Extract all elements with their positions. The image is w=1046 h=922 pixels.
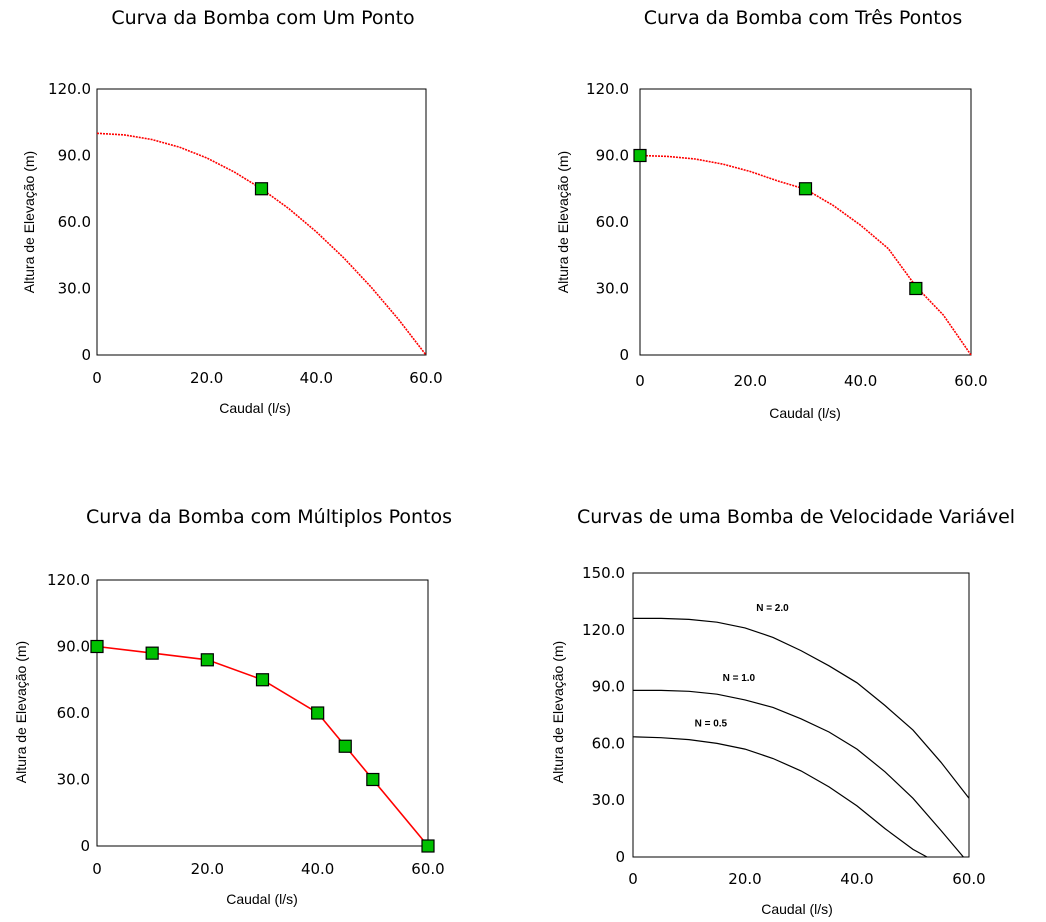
data-point-marker <box>798 182 813 196</box>
y-tick-label: 120.0 <box>586 80 629 98</box>
y-axis-label: Altura de Elevação (m) <box>13 641 29 783</box>
data-point-marker <box>633 148 647 163</box>
series-label: N = 0.5 <box>695 719 728 730</box>
y-tick-label: 30.0 <box>592 791 625 809</box>
y-tick-label: 120.0 <box>47 571 90 589</box>
y-tick-label: 60.0 <box>596 213 629 231</box>
x-tick-label: 0 <box>92 860 102 878</box>
x-tick-label: 40.0 <box>301 860 334 878</box>
chart-title: Curvas de uma Bomba de Velocidade Variáv… <box>577 506 1015 528</box>
pump-curve-line <box>96 132 427 356</box>
plot-frame <box>639 88 972 356</box>
y-tick-label: 30.0 <box>58 280 91 298</box>
data-point-marker <box>909 281 923 296</box>
plot-frame <box>96 88 427 356</box>
y-tick-label: 30.0 <box>57 771 90 789</box>
series-label: N = 2.0 <box>756 603 789 614</box>
plot-frame <box>632 572 970 858</box>
plot-area <box>633 148 972 356</box>
chart-title: Curva da Bomba com Um Ponto <box>111 7 414 29</box>
x-tick-label: 40.0 <box>840 870 873 888</box>
data-point-marker <box>366 772 380 787</box>
y-tick-label: 150.0 <box>582 564 625 582</box>
data-point-marker <box>255 673 270 687</box>
x-axis-label: Caudal (l/s) <box>226 891 298 907</box>
x-axis-label: Caudal (l/s) <box>769 405 841 421</box>
x-axis-ticks: 0 20.0 40.0 60.0 <box>92 369 442 387</box>
series-line <box>633 689 964 858</box>
x-tick-label: 60.0 <box>409 369 442 387</box>
x-tick-label: 60.0 <box>954 372 987 390</box>
y-axis-label: Altura de Elevação (m) <box>21 151 37 293</box>
x-tick-label: 40.0 <box>300 369 333 387</box>
x-tick-label: 20.0 <box>191 860 224 878</box>
data-point-marker <box>200 653 214 667</box>
data-point-marker <box>311 706 325 720</box>
y-tick-label: 60.0 <box>57 704 90 722</box>
y-tick-label: 90.0 <box>58 147 91 165</box>
x-axis-ticks: 0 20.0 40.0 60.0 <box>92 860 444 878</box>
x-tick-label: 60.0 <box>411 860 444 878</box>
y-axis-label: Altura de Elevação (m) <box>555 151 571 293</box>
chart-three-points: Curva da Bomba com Três Pontos 0 30.0 60.0… <box>555 7 988 421</box>
x-tick-label: 20.0 <box>190 369 223 387</box>
y-tick-label: 90.0 <box>596 147 629 165</box>
y-tick-label: 120.0 <box>582 621 625 639</box>
x-axis-label: Caudal (l/s) <box>219 400 291 416</box>
y-axis-ticks: 0 30.0 60.0 90.0 120.0 <box>586 80 629 364</box>
y-tick-label: 90.0 <box>592 678 625 696</box>
y-axis-ticks: 0 30.0 60.0 90.0 120.0 <box>48 80 91 364</box>
series-label: N = 1.0 <box>723 673 756 684</box>
x-axis-label: Caudal (l/s) <box>761 901 833 917</box>
y-axis-label: Altura de Elevação (m) <box>550 641 566 783</box>
x-tick-label: 20.0 <box>728 870 761 888</box>
chart-variable-speed: Curvas de uma Bomba de Velocidade Variáv… <box>550 506 1015 917</box>
plot-frame <box>96 579 429 847</box>
x-axis-ticks: 0 20.0 40.0 60.0 <box>635 372 987 390</box>
y-axis-ticks: 0 30.0 60.0 90.0 120.0 <box>47 571 90 855</box>
series-line <box>632 736 928 858</box>
chart-multiple-points: Curva da Bomba com Múltiplos Pontos 0 30.… <box>13 506 452 907</box>
data-point-marker <box>338 739 352 753</box>
x-tick-label: 20.0 <box>734 372 767 390</box>
series-line <box>633 617 970 799</box>
data-point-marker <box>90 639 104 654</box>
x-tick-label: 40.0 <box>844 372 877 390</box>
chart-title: Curva da Bomba com Três Pontos <box>644 7 963 29</box>
x-tick-label: 0 <box>628 870 638 888</box>
chart-one-point: Curva da Bomba com Um Ponto 0 30.0 60.0 90.… <box>21 7 443 416</box>
y-tick-label: 90.0 <box>57 638 90 656</box>
y-tick-label: 0 <box>80 837 90 855</box>
y-tick-label: 60.0 <box>58 213 91 231</box>
y-tick-label: 0 <box>81 346 91 364</box>
y-tick-label: 0 <box>619 346 629 364</box>
plot-area <box>96 132 427 356</box>
data-point-marker <box>145 646 159 660</box>
y-axis-ticks: 0 30.0 60.0 90.0 120.0 150.0 <box>582 564 625 866</box>
data-point-marker <box>254 182 269 196</box>
x-axis-ticks: 0 20.0 40.0 60.0 <box>628 870 985 888</box>
x-tick-label: 0 <box>92 369 102 387</box>
plot-area <box>90 639 435 853</box>
y-tick-label: 60.0 <box>592 734 625 752</box>
y-tick-label: 30.0 <box>596 280 629 298</box>
x-tick-label: 60.0 <box>952 870 985 888</box>
plot-area: N = 2.0 N = 1.0 N = 0.5 <box>632 603 970 858</box>
y-tick-label: 120.0 <box>48 80 91 98</box>
chart-title: Curva da Bomba com Múltiplos Pontos <box>86 506 452 528</box>
y-tick-label: 0 <box>615 848 625 866</box>
data-point-marker <box>421 839 435 853</box>
x-tick-label: 0 <box>635 372 645 390</box>
